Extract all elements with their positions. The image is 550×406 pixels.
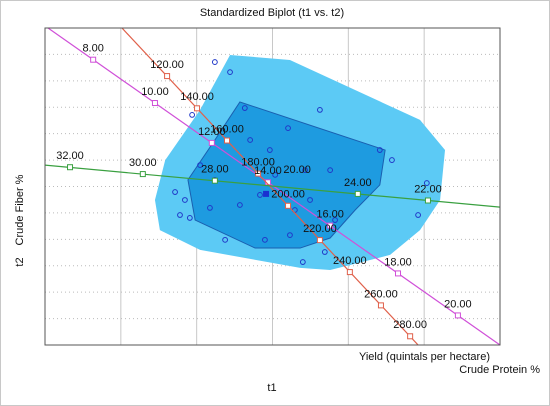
data-point <box>177 212 183 218</box>
data-point <box>302 167 309 174</box>
data-point <box>332 217 338 223</box>
biplot-tick <box>90 56 97 63</box>
biplot-tick-label: 20.00 <box>444 298 472 310</box>
biplot-tick-label: 180.00 <box>241 156 275 168</box>
variable-name: Crude Protein % <box>459 364 540 376</box>
data-point <box>327 167 334 174</box>
data-point <box>316 106 323 113</box>
data-point <box>415 212 422 218</box>
data-point <box>262 236 268 243</box>
data-point <box>182 197 188 203</box>
biplot-tick <box>164 73 171 80</box>
biplot-tick <box>208 139 215 146</box>
biplot-tick <box>354 190 361 197</box>
biplot-tick-label: 220.00 <box>303 223 337 235</box>
data-point <box>227 69 233 76</box>
data-point <box>257 192 263 198</box>
biplot-tick-label: 16.00 <box>316 209 344 221</box>
biplot-tick <box>424 197 431 204</box>
data-point <box>207 204 213 211</box>
data-point <box>172 189 178 195</box>
data-point <box>211 59 218 65</box>
chart-title: Standardized Biplot (t1 vs. t2) <box>200 7 344 19</box>
data-point <box>321 249 328 255</box>
centroid <box>263 190 270 197</box>
biplot-tick-label: 14.00 <box>254 165 282 177</box>
biplot-tick-label: 24.00 <box>344 177 372 189</box>
biplot-tick-label: 12.00 <box>198 126 226 138</box>
biplot-tick-label: 30.00 <box>129 157 157 169</box>
biplot-tick-label: 28.00 <box>201 164 229 176</box>
data-point <box>285 125 291 132</box>
biplot-tick <box>151 100 158 107</box>
biplot-tick-label: 120.00 <box>150 59 184 71</box>
data-point <box>307 197 313 203</box>
biplot-axis <box>121 28 419 345</box>
biplot-tick-label: 140.00 <box>180 91 214 103</box>
data-point <box>272 171 279 178</box>
biplot-tick <box>211 177 218 184</box>
biplot-tick <box>67 164 74 171</box>
biplot-tick <box>346 269 353 276</box>
biplot-tick <box>255 170 262 177</box>
biplot-axis <box>45 164 500 208</box>
biplot-tick <box>395 270 402 277</box>
data-point <box>197 162 203 169</box>
x-axis-label: t1 <box>267 382 276 394</box>
data-point <box>186 215 193 221</box>
biplot-tick <box>224 137 230 144</box>
biplot-tick-label: 32.00 <box>56 150 84 162</box>
data-point <box>389 157 395 163</box>
biplot-tick-label: 8.00 <box>82 43 103 55</box>
biplot-tick <box>194 105 201 112</box>
biplot-tick-label: 240.00 <box>333 255 367 267</box>
biplot-tick-label: 18.00 <box>384 256 412 268</box>
plot-border <box>44 27 501 346</box>
data-point <box>376 147 383 153</box>
biplot-tick-label: 22.00 <box>414 183 442 195</box>
biplot-tick <box>454 312 461 319</box>
variable-name: Crude Fiber % <box>14 174 26 245</box>
biplot-tick <box>377 302 384 309</box>
data-point <box>222 236 229 243</box>
biplot-tick-label: 280.00 <box>393 319 427 331</box>
y-axis-label: t2 <box>14 257 26 266</box>
data-point <box>299 259 306 265</box>
plot-layer <box>45 28 500 345</box>
hull <box>187 101 386 249</box>
annotation: 20.00 <box>283 164 311 176</box>
biplot-tick-label: 10.00 <box>141 86 169 98</box>
data-point <box>241 105 248 111</box>
biplot-tick-label: 260.00 <box>364 288 398 300</box>
data-point <box>189 112 196 118</box>
biplot-tick <box>327 222 334 229</box>
biplot-tick <box>139 171 146 178</box>
data-point <box>236 202 243 208</box>
data-point <box>247 137 254 143</box>
data-point <box>266 147 273 153</box>
biplot-tick <box>316 237 323 244</box>
data-point <box>423 180 430 186</box>
data-point <box>287 232 293 239</box>
biplot-tick-label: 160.00 <box>210 123 244 135</box>
biplot-tick-label: 200.00 <box>271 189 305 201</box>
biplot-tick <box>407 333 414 340</box>
biplot-tick <box>285 202 292 209</box>
variable-name: Yield (quintals per hectare) <box>359 351 490 363</box>
